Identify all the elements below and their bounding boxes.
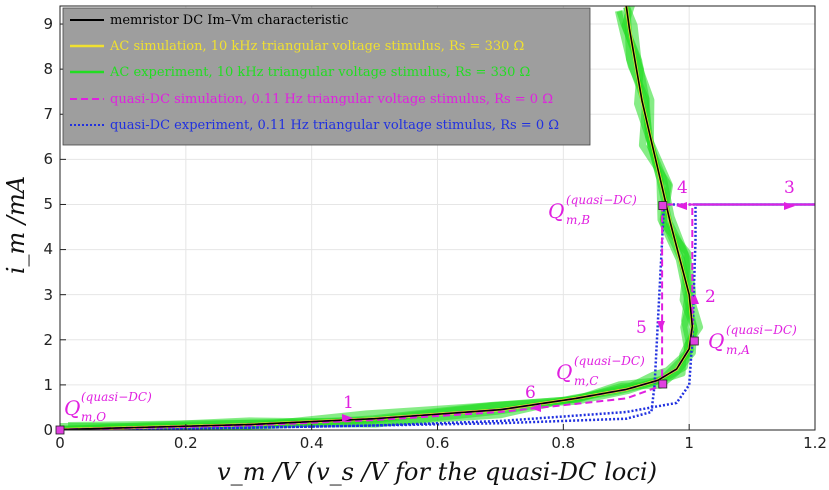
- arrow-head-3: [784, 202, 795, 210]
- label-q-o-sub: m,O: [81, 410, 106, 424]
- legend-label-qdc-sim: quasi-DC simulation, 0.11 Hz triangular …: [110, 92, 553, 107]
- y-tick-label: 8: [43, 60, 53, 78]
- step-label-6: 6: [525, 383, 536, 403]
- legend: memristor DC Im–Vm characteristic AC sim…: [62, 7, 591, 146]
- label-q-o-main: Q: [64, 396, 80, 420]
- series-group: [60, 6, 815, 430]
- label-q-o-sup: (quasi−DC): [81, 390, 152, 404]
- ac-experiment-series: [60, 6, 704, 430]
- x-tick-label: 0.4: [300, 434, 324, 452]
- direction-arrows: [342, 202, 795, 422]
- y-tick-label: 9: [43, 15, 53, 33]
- legend-label-ac-exp: AC experiment, 10 kHz triangular voltage…: [109, 65, 530, 80]
- y-tick-label: 5: [43, 195, 53, 213]
- x-axis-title: v_m /V (v_s /V for the quasi-DC loci): [217, 458, 657, 486]
- label-q-c-main: Q: [556, 360, 572, 384]
- x-tick-label: 1: [684, 434, 694, 452]
- dc-characteristic-series: [60, 6, 694, 430]
- legend-label-ac-sim: AC simulation, 10 kHz triangular voltage…: [109, 39, 524, 54]
- y-tick-label: 4: [43, 240, 53, 258]
- operating-point-labels: Q (quasi−DC) m,O Q (quasi−DC) m,A Q (qua…: [64, 193, 797, 424]
- y-tick-label: 3: [43, 286, 53, 304]
- operating-points: [55, 201, 699, 435]
- step-label-2: 2: [705, 287, 716, 307]
- step-label-4: 4: [677, 178, 688, 198]
- point-q-c: [658, 379, 668, 389]
- label-q-a-main: Q: [708, 329, 724, 353]
- arrow-head-6: [530, 404, 541, 412]
- label-q-c-sup: (quasi−DC): [574, 354, 645, 368]
- label-q-a: Q (quasi−DC) m,A: [708, 323, 797, 357]
- label-q-b-main: Q: [548, 199, 564, 223]
- label-q-o: Q (quasi−DC) m,O: [64, 390, 152, 424]
- x-tick-labels: 0 0.2 0.4 0.6 0.8 1 1.2: [55, 434, 827, 452]
- y-tick-label: 0: [43, 421, 53, 439]
- y-axis-title: i_m /mA: [2, 176, 30, 274]
- y-tick-label: 6: [43, 150, 53, 168]
- y-tick-labels: 0 1 2 3 4 5 6 7 8 9: [43, 15, 53, 439]
- arrow-head-1: [342, 414, 353, 422]
- point-q-b: [658, 201, 668, 211]
- x-tick-label: 1.2: [803, 434, 827, 452]
- x-tick-label: 0: [55, 434, 65, 452]
- step-labels: 1 2 3 4 5 6: [343, 178, 795, 413]
- arrow-head-4: [676, 202, 687, 210]
- x-tick-label: 0.8: [551, 434, 575, 452]
- step-label-1: 1: [343, 393, 354, 413]
- legend-box: [62, 7, 591, 146]
- label-q-b-sub: m,B: [566, 213, 590, 227]
- label-q-a-sub: m,A: [726, 343, 750, 357]
- y-tick-label: 7: [43, 105, 53, 123]
- label-q-b-sup: (quasi−DC): [566, 193, 637, 207]
- step-label-3: 3: [784, 178, 795, 198]
- legend-label-dc: memristor DC Im–Vm characteristic: [110, 13, 348, 28]
- label-q-b: Q (quasi−DC) m,B: [548, 193, 637, 227]
- x-tick-label: 0.6: [426, 434, 450, 452]
- step-label-5: 5: [636, 318, 647, 338]
- label-q-c: Q (quasi−DC) m,C: [556, 354, 645, 388]
- label-q-a-sup: (quasi−DC): [726, 323, 797, 337]
- label-q-c-sub: m,C: [574, 374, 598, 388]
- arrow-head-5: [657, 321, 665, 331]
- y-tick-label: 1: [43, 376, 53, 394]
- point-q-o: [55, 425, 65, 435]
- legend-label-qdc-exp: quasi-DC experiment, 0.11 Hz triangular …: [110, 118, 559, 133]
- arrow-head-2: [691, 294, 699, 304]
- point-q-a: [689, 336, 699, 346]
- x-tick-label: 0.2: [174, 434, 198, 452]
- ac-experiment-trace: [60, 6, 704, 430]
- y-tick-label: 2: [43, 331, 53, 349]
